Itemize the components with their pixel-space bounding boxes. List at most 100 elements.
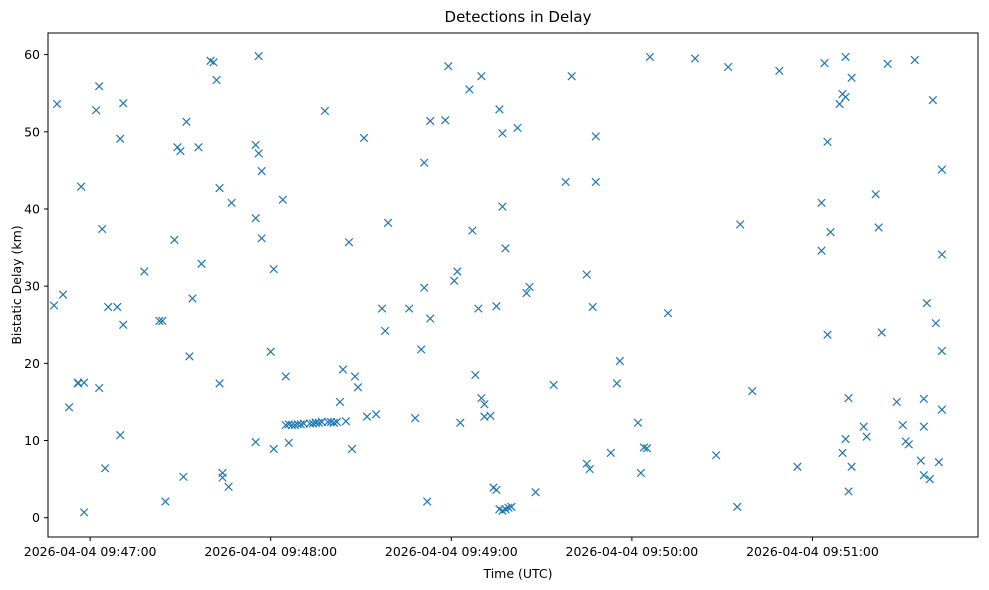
data-point <box>254 51 263 61</box>
data-point <box>251 140 260 150</box>
data-point <box>639 443 649 452</box>
data-point <box>161 497 170 506</box>
data-point <box>182 117 191 126</box>
data-point <box>504 503 513 512</box>
x-axis-label: Time (UTC) <box>482 566 552 581</box>
data-point <box>937 250 947 259</box>
data-point <box>119 320 128 329</box>
y-tick-label: 50 <box>24 124 40 139</box>
data-point <box>326 417 336 427</box>
data-point <box>335 397 345 407</box>
data-point <box>877 328 886 337</box>
data-point <box>362 412 372 421</box>
data-point <box>645 52 655 62</box>
y-tick-label: 0 <box>32 510 40 525</box>
data-point <box>859 422 868 431</box>
data-point <box>419 158 429 167</box>
data-point <box>847 73 856 82</box>
data-point <box>934 457 944 467</box>
data-point <box>410 413 420 423</box>
data-point <box>278 195 287 204</box>
data-point <box>224 482 233 492</box>
data-point <box>317 417 327 427</box>
data-point <box>871 190 880 199</box>
data-point <box>874 223 883 232</box>
data-point <box>218 468 227 478</box>
data-point <box>838 448 847 458</box>
data-point <box>416 345 426 354</box>
data-point <box>94 82 104 91</box>
data-point <box>173 143 182 152</box>
data-point <box>383 218 393 228</box>
data-point <box>642 444 652 453</box>
data-point <box>359 133 369 143</box>
data-point <box>266 347 275 356</box>
data-point <box>194 143 203 152</box>
data-point <box>817 198 826 208</box>
data-point <box>732 502 742 512</box>
data-point <box>179 472 188 482</box>
data-point <box>97 224 107 234</box>
data-point <box>91 105 101 115</box>
y-axis-ticks: 0 10 20 30 40 50 60 <box>24 47 48 525</box>
data-point <box>919 394 929 404</box>
data-point <box>480 400 489 409</box>
x-tick-label: 2026-04-04 09:50:00 <box>566 544 699 559</box>
data-point <box>585 464 594 474</box>
data-point <box>862 432 871 441</box>
data-point <box>465 85 474 94</box>
data-point <box>94 383 104 393</box>
data-point <box>612 379 622 388</box>
data-point <box>215 379 224 388</box>
data-point <box>561 177 570 187</box>
data-point <box>453 267 462 276</box>
data-point <box>314 418 324 427</box>
data-point <box>549 380 558 390</box>
data-point <box>52 99 62 109</box>
data-point <box>531 488 540 497</box>
data-point <box>910 55 920 65</box>
data-point <box>377 304 387 313</box>
data-point <box>844 487 853 496</box>
data-point <box>883 59 892 69</box>
data-point <box>711 450 721 460</box>
data-point <box>793 462 802 471</box>
data-point <box>567 71 576 81</box>
data-point <box>170 235 179 245</box>
data-point <box>456 418 465 427</box>
data-point <box>937 405 947 414</box>
data-point <box>371 410 381 419</box>
data-point <box>615 356 625 366</box>
data-point <box>119 99 128 108</box>
data-point <box>736 220 745 229</box>
data-point <box>513 123 522 133</box>
data-point <box>474 304 483 313</box>
data-point <box>847 462 856 471</box>
data-point <box>347 444 357 454</box>
data-point <box>928 95 938 105</box>
data-point <box>269 264 278 274</box>
y-tick-label: 30 <box>24 279 40 294</box>
data-point <box>841 92 850 102</box>
data-point <box>919 471 929 480</box>
data-point <box>844 393 853 403</box>
data-point <box>155 316 164 326</box>
data-point <box>176 146 185 156</box>
data-point <box>471 370 480 380</box>
data-point <box>79 508 89 517</box>
data-point <box>525 282 534 292</box>
data-point <box>591 132 600 141</box>
data-point <box>775 66 784 76</box>
data-point <box>507 502 516 512</box>
data-point <box>76 182 86 191</box>
data-point <box>188 294 197 303</box>
data-point <box>284 438 294 448</box>
data-point <box>296 420 306 429</box>
x-axis-ticks: 2026-04-04 09:47:00 2026-04-04 09:48:00 20… <box>24 537 879 559</box>
chart-title: Detections in Delay <box>445 8 592 26</box>
x-tick-label: 2026-04-04 09:49:00 <box>385 544 518 559</box>
data-point <box>826 227 835 237</box>
data-point <box>254 149 263 158</box>
data-point <box>344 237 354 247</box>
